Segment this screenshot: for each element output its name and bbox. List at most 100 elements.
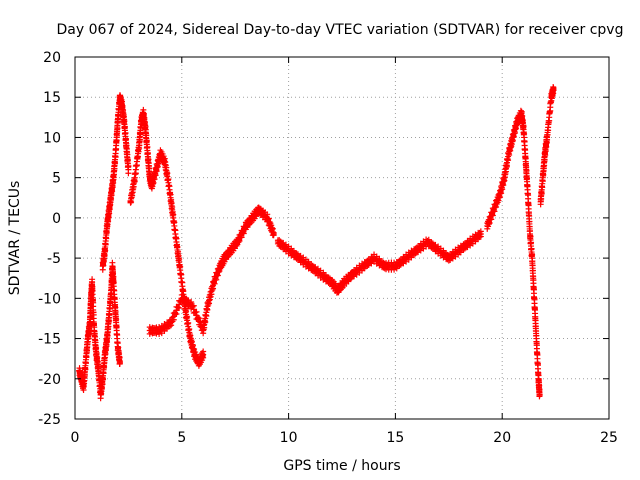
data-point	[547, 107, 554, 114]
data-point	[536, 392, 543, 399]
data-point	[165, 176, 172, 183]
data-point	[266, 218, 273, 225]
data-point	[488, 216, 495, 223]
y-tick-label: -25	[38, 412, 61, 428]
x-tick-label: 5	[177, 430, 186, 446]
data-point	[238, 234, 245, 241]
data-point	[166, 323, 173, 330]
data-point	[416, 246, 423, 253]
data-point	[174, 304, 181, 311]
data-point	[532, 306, 539, 313]
data-point	[269, 225, 276, 232]
data-point	[82, 360, 89, 367]
x-tick-label: 20	[493, 430, 511, 446]
x-tick-label: 15	[386, 430, 404, 446]
series-second-peak	[127, 106, 207, 369]
data-point	[428, 239, 435, 246]
data-point	[177, 263, 184, 270]
data-point	[545, 127, 552, 134]
data-point	[491, 208, 498, 215]
data-point	[136, 136, 143, 143]
data-point	[510, 133, 517, 140]
y-tick-label: 0	[52, 211, 61, 227]
data-point	[185, 319, 192, 326]
data-point	[210, 280, 217, 287]
data-point	[530, 286, 537, 293]
plot-frame	[74, 56, 610, 420]
data-point	[529, 251, 536, 258]
data-point	[110, 279, 117, 286]
data-point	[534, 362, 541, 369]
x-tick-label: 10	[280, 430, 298, 446]
data-point	[90, 299, 97, 306]
data-point	[215, 269, 222, 276]
y-tick-label: -10	[38, 291, 61, 307]
data-point	[522, 147, 529, 154]
data-point	[526, 212, 533, 219]
data-point	[152, 172, 159, 179]
data-point	[125, 163, 132, 170]
data-point	[210, 285, 217, 292]
data-point	[533, 342, 540, 349]
series-early-low	[76, 259, 123, 402]
data-point	[103, 235, 110, 242]
data-point	[525, 192, 532, 199]
data-point	[505, 157, 512, 164]
data-point	[179, 279, 186, 286]
axis-ticks: 0 5 10 15 20 25 -25 -20 -15 -10 -5 0 5 10 15 20	[38, 50, 618, 446]
data-point	[121, 118, 128, 125]
y-tick-label: 10	[43, 130, 61, 146]
data-point	[193, 308, 200, 315]
data-point	[528, 239, 535, 246]
data-point	[143, 132, 150, 139]
data-point	[550, 84, 557, 91]
data-point	[460, 246, 467, 253]
data-point	[206, 296, 213, 303]
data-point	[213, 276, 220, 283]
data-point	[114, 118, 121, 125]
data-point	[173, 235, 180, 242]
data-point	[539, 178, 546, 185]
data-point	[113, 145, 120, 152]
data-point	[477, 228, 484, 235]
data-point	[167, 191, 174, 198]
data-point	[200, 354, 207, 361]
data-point	[521, 130, 528, 137]
y-axis-label: SDTVAR / TECUs	[7, 181, 23, 296]
y-tick-label: -5	[47, 251, 61, 267]
data-point	[270, 229, 277, 236]
data-point	[538, 190, 545, 197]
data-point	[485, 221, 492, 228]
x-axis-label: GPS time / hours	[283, 458, 400, 474]
data-point	[106, 312, 113, 319]
data-point	[524, 175, 531, 182]
data-point	[89, 276, 96, 283]
series-late-points	[537, 83, 557, 208]
data-point	[529, 267, 536, 274]
data-point	[264, 211, 271, 218]
data-point	[81, 372, 88, 379]
series-rise-to-8h	[146, 204, 277, 337]
data-point	[188, 298, 195, 305]
data-points	[76, 83, 557, 402]
data-point	[191, 346, 198, 353]
data-point	[133, 162, 140, 169]
data-point	[100, 370, 107, 377]
data-point	[113, 324, 120, 331]
y-tick-label: -20	[38, 372, 61, 388]
data-point	[276, 237, 283, 244]
grid	[75, 57, 609, 419]
series-mid-day	[274, 228, 484, 296]
data-point	[176, 304, 183, 311]
data-point	[325, 274, 332, 281]
data-point	[102, 247, 109, 254]
data-point	[532, 323, 539, 330]
x-tick-label: 0	[71, 430, 80, 446]
x-tick-label: 25	[600, 430, 618, 446]
y-tick-label: -15	[38, 332, 61, 348]
y-tick-label: 5	[52, 171, 61, 187]
data-point	[170, 316, 177, 323]
data-point	[396, 262, 403, 269]
data-point	[131, 178, 138, 185]
data-point	[235, 239, 242, 246]
